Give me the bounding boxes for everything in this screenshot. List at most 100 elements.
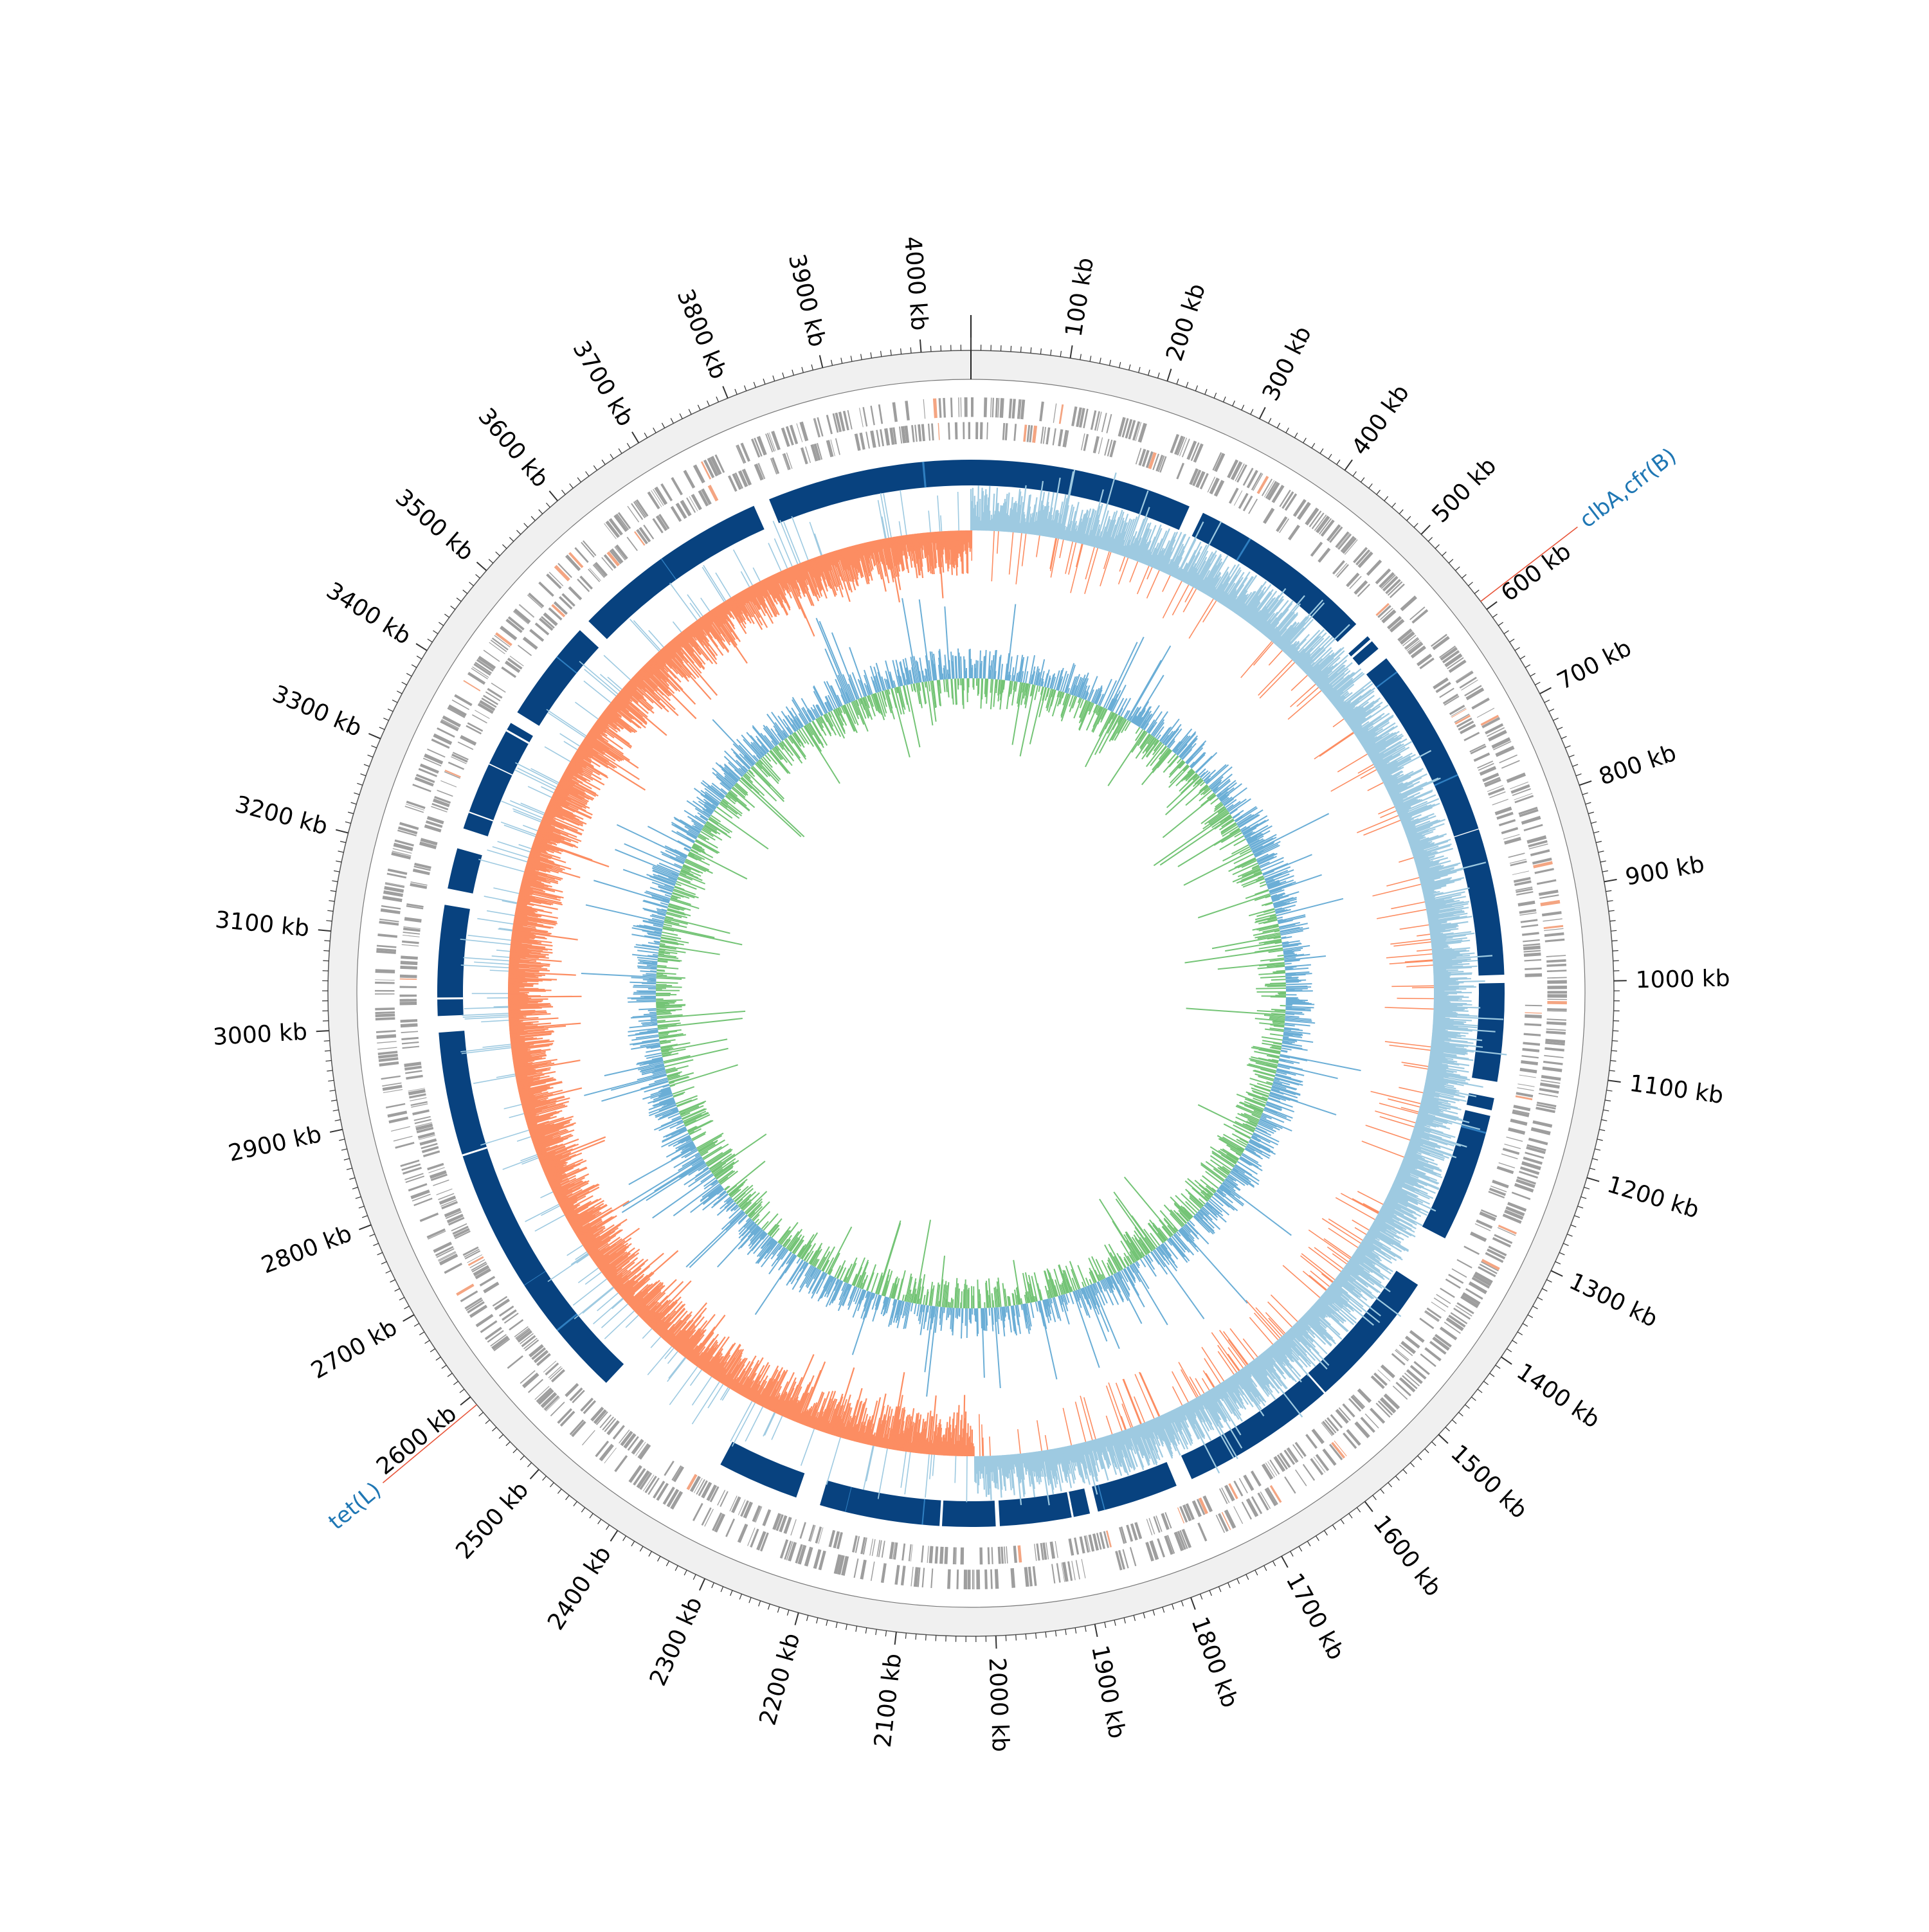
cds-feature — [684, 470, 696, 489]
minor-tick — [1016, 1635, 1017, 1641]
cds-feature — [1547, 977, 1567, 979]
gc-skew-bar — [1291, 675, 1307, 691]
cds-feature — [880, 429, 884, 446]
cds-feature — [928, 424, 930, 441]
cds-feature — [1521, 816, 1541, 825]
gc-skew-bar — [1189, 599, 1213, 639]
cds-feature — [403, 932, 421, 935]
minor-tick — [1600, 861, 1606, 862]
major-tick — [920, 339, 921, 352]
minor-tick — [344, 1159, 350, 1160]
minor-tick — [826, 1620, 828, 1626]
gc-skew-bar — [513, 811, 541, 822]
cds-feature — [1521, 1060, 1538, 1065]
gc-skew-bar — [1206, 1373, 1214, 1387]
cds-feature — [375, 990, 395, 991]
cds-feature — [402, 1042, 419, 1045]
cds-feature — [406, 1075, 423, 1080]
minor-tick — [1530, 673, 1535, 676]
gc-skew-bar — [691, 1370, 702, 1386]
tick-label: 2800 kb — [258, 1220, 356, 1279]
cds-feature — [859, 433, 865, 450]
gc-skew-bar — [826, 1438, 840, 1485]
gc-skew-bar — [547, 709, 586, 736]
cds-feature — [548, 1366, 561, 1378]
tick-label: 3100 kb — [214, 907, 311, 942]
cds-feature — [400, 995, 417, 997]
cds-feature — [927, 1546, 929, 1563]
minor-tick — [527, 1463, 531, 1467]
cds-feature — [901, 1544, 905, 1561]
minor-tick — [331, 890, 336, 891]
cds-feature — [627, 537, 638, 551]
cds-feature — [1424, 1312, 1439, 1323]
cds-feature — [376, 1017, 395, 1020]
cds-feature — [1312, 1429, 1325, 1444]
cds-feature — [1006, 1546, 1008, 1564]
cds-feature — [835, 438, 840, 455]
cds-feature — [943, 398, 946, 418]
gc-skew-bar — [461, 965, 509, 968]
minor-tick — [675, 1566, 678, 1571]
gc-skew-bar — [1301, 1254, 1335, 1280]
cds-feature — [1229, 487, 1239, 503]
minor-tick — [1576, 774, 1581, 776]
gc-skew-bar — [601, 674, 620, 692]
cds-feature — [1263, 508, 1274, 524]
minor-tick — [680, 413, 682, 419]
gc-skew-bar — [1179, 1362, 1198, 1397]
tick-label: 2900 kb — [226, 1121, 324, 1167]
cds-feature — [725, 1519, 735, 1537]
cds-feature — [1138, 423, 1147, 443]
gc-skew-bar — [573, 1279, 606, 1305]
major-tick — [1608, 1080, 1621, 1082]
cds-feature — [379, 1061, 399, 1067]
minor-tick — [524, 523, 528, 528]
minor-tick — [721, 1587, 723, 1592]
minor-tick — [1561, 736, 1566, 739]
cds-feature — [400, 1019, 417, 1023]
gc-skew-bar — [763, 1413, 774, 1436]
minor-tick — [1592, 1159, 1598, 1160]
minor-tick — [399, 1297, 404, 1300]
minor-tick — [1036, 1633, 1037, 1639]
gc-skew-bar — [571, 1253, 588, 1265]
cds-feature — [375, 982, 395, 984]
minor-tick — [428, 639, 433, 642]
minor-tick — [1425, 1449, 1429, 1452]
minor-tick — [1090, 356, 1091, 361]
gc-skew-bar — [1085, 548, 1098, 594]
cds-feature — [1525, 968, 1542, 970]
cds-feature — [884, 428, 890, 446]
minor-tick — [436, 1357, 440, 1360]
minor-tick — [763, 379, 765, 384]
cds-feature — [546, 573, 561, 589]
minor-tick — [581, 1508, 584, 1512]
gc-skew-bar — [517, 1137, 530, 1141]
minor-tick — [1449, 559, 1453, 563]
cds-feature — [1053, 403, 1057, 422]
cds-feature — [1036, 1544, 1040, 1561]
cds-feature — [871, 1562, 875, 1581]
minor-tick — [1325, 1530, 1328, 1535]
cds-feature — [1547, 970, 1567, 972]
gc-skew-bar — [651, 1337, 660, 1348]
gc-skew-bar — [564, 741, 577, 750]
cds-feature — [1544, 1047, 1564, 1052]
cds-feature — [527, 595, 543, 608]
minor-tick — [1442, 552, 1447, 555]
cds-feature — [1488, 788, 1505, 796]
minor-tick — [439, 622, 443, 626]
gc-skew-bar — [1361, 770, 1377, 779]
minor-tick — [1507, 1349, 1512, 1352]
cds-feature — [1532, 1121, 1552, 1128]
cds-feature — [404, 917, 422, 923]
cds-feature — [1400, 595, 1417, 611]
minor-tick — [1264, 1566, 1267, 1571]
minor-tick — [368, 755, 373, 757]
minor-tick — [619, 449, 622, 454]
cds-feature — [1456, 1259, 1472, 1268]
cds-feature — [402, 944, 419, 946]
cds-feature — [804, 1547, 813, 1567]
tick-label: 2500 kb — [451, 1477, 534, 1564]
